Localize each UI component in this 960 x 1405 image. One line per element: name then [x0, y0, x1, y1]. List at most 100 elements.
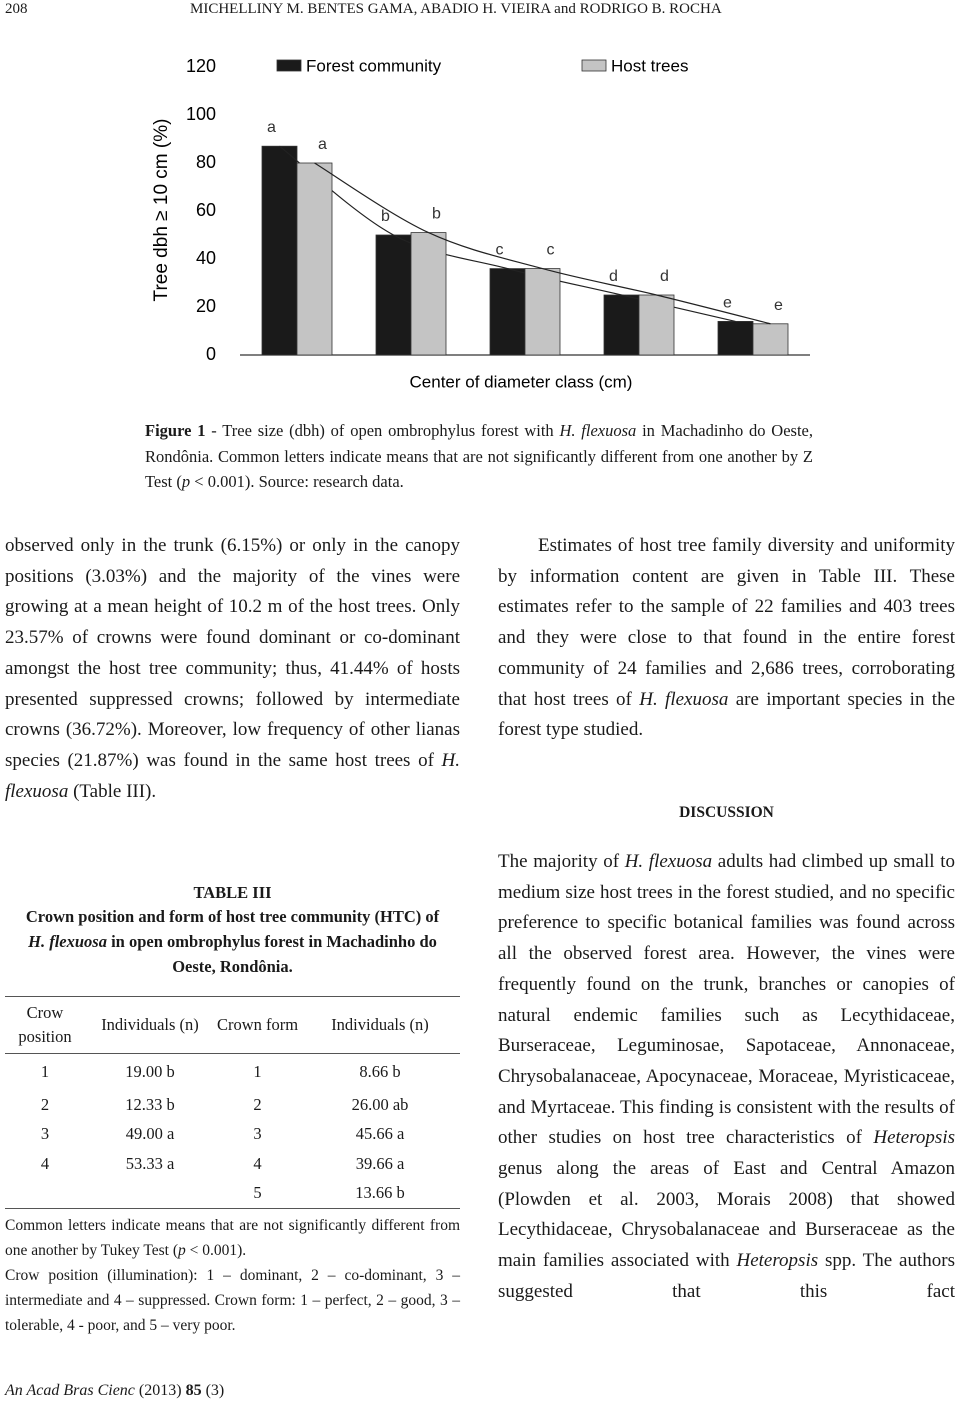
text-run: Estimates of host tree family diversity … — [498, 535, 955, 710]
trend-line — [314, 162, 771, 325]
table-row: 2 12.33 b 2 26.00 ab — [5, 1090, 460, 1120]
y-tick-label: 100 — [186, 104, 216, 124]
text-run: An Acad Bras Cienc — [5, 1382, 135, 1399]
legend-label: Forest community — [306, 56, 442, 75]
table-caption: Crown position and form of host tree com… — [5, 904, 460, 979]
significance-letter: d — [609, 268, 618, 285]
empty-cell — [5, 1179, 85, 1209]
figure-caption: Figure 1 - Tree size (dbh) of open ombro… — [145, 418, 813, 495]
significance-letter: a — [318, 136, 327, 153]
text-run: H. flexuosa — [5, 749, 460, 802]
text-run: H. flexuosa — [639, 688, 729, 710]
y-tick-label: 120 — [186, 56, 216, 76]
significance-letter: e — [774, 297, 783, 314]
significance-letter: c — [496, 242, 504, 259]
table-notes: Common letters indicate means that are n… — [5, 1213, 460, 1338]
body-paragraph: The majority of H. flexuosa adults had c… — [498, 847, 955, 1308]
significance-letter: c — [547, 242, 555, 259]
bar — [524, 268, 561, 356]
text-run: Common letters indicate means that are n… — [5, 1217, 460, 1259]
text-run: are important species in the forest type… — [498, 688, 956, 741]
text-run: observed only in the trunk (6.15%) or on… — [5, 535, 460, 771]
significance-letter: b — [432, 206, 441, 223]
table-cell: 4 — [40, 1153, 50, 1173]
running-head: MICHELLINY M. BENTES GAMA, ABADIO H. VIE… — [190, 1, 722, 17]
bar — [410, 232, 447, 356]
y-tick-label: 80 — [196, 152, 216, 172]
y-tick-label: 60 — [196, 200, 216, 220]
column-header: Crown form — [216, 1015, 299, 1034]
bar — [603, 294, 640, 356]
table-cell: 1 — [253, 1062, 262, 1081]
y-tick-label: 20 — [196, 296, 216, 316]
legend-swatch — [581, 59, 607, 72]
text-run: Crown position and form of host tree com… — [25, 907, 440, 926]
text-run: Heteropsis — [736, 1250, 819, 1272]
text-run: H. flexuosa — [28, 932, 107, 951]
table-body: 1 19.00 b 1 8.66 b 2 12.33 b 2 26.00 ab 3 49.00 a… — [5, 1054, 460, 1209]
body-paragraph: Estimates of host tree family diversity … — [498, 531, 955, 746]
y-axis-label: Tree dbh ≥ 10 cm (%) — [151, 119, 172, 302]
table-row: 5 13.66 b — [5, 1179, 460, 1209]
table-cell: 5 — [253, 1183, 262, 1203]
x-axis-label: Center of diameter class (cm) — [410, 372, 633, 391]
legend-label: Host trees — [611, 56, 688, 75]
table-cell: 39.66 a — [355, 1153, 405, 1173]
section-heading: DISCUSSION — [679, 804, 774, 821]
table-label: TABLE III — [193, 883, 272, 902]
body-paragraph: observed only in the trunk (6.15%) or on… — [5, 531, 460, 807]
table-cell: 3 — [253, 1124, 262, 1144]
table-cell: 45.66 a — [355, 1124, 405, 1144]
text-run: H. flexuosa — [624, 851, 713, 872]
table-row: 1 19.00 b 1 8.66 b — [5, 1054, 460, 1091]
table-cell: 2 — [253, 1094, 262, 1114]
text-run: < 0.001). — [185, 1242, 247, 1259]
text-run: spp. The authors suggested that this fac… — [498, 1250, 955, 1302]
table-cell: 13.66 b — [355, 1183, 405, 1203]
text-run: adults had climbed up small to medium si… — [498, 851, 955, 1149]
text-run: H. flexuosa — [559, 421, 637, 440]
table-header-row: Crow position Individuals (n) Crown form In… — [5, 997, 460, 1054]
table-row: 3 49.00 a 3 45.66 a — [5, 1120, 460, 1150]
bar — [296, 162, 333, 356]
text-run: p — [178, 1242, 186, 1259]
significance-letter: e — [723, 294, 732, 311]
text-run: in open ombrophylus forest in Machadinho… — [106, 932, 437, 976]
table-note: Crow position (illumination): 1 – domina… — [5, 1263, 460, 1338]
column-header: Individuals (n) — [331, 1015, 429, 1034]
table-cell: 53.33 a — [125, 1153, 175, 1173]
legend-swatch — [276, 59, 302, 72]
significance-letter: d — [660, 268, 669, 285]
y-tick-label: 0 — [206, 344, 216, 364]
text-run: in Machadinho do Oeste, Rondônia. Common… — [145, 421, 813, 491]
text-run: The majority of — [498, 851, 625, 872]
figure-chart: Tree dbh ≥ 10 cm (%) Center of diameter … — [151, 56, 810, 391]
text-run: (3) — [201, 1382, 225, 1399]
text-run: Heteropsis — [873, 1127, 955, 1149]
table-cell: 26.00 ab — [351, 1094, 409, 1114]
text-run: Crow position (illumination): 1 – domina… — [5, 1267, 460, 1334]
significance-letter: b — [381, 208, 390, 225]
table-row: 4 53.33 a 4 39.66 a — [5, 1149, 460, 1179]
table-cell: 12.33 b — [125, 1094, 175, 1114]
text-run: (Table III). — [68, 780, 157, 802]
table-cell: 4 — [253, 1153, 262, 1173]
bar — [752, 323, 789, 356]
table-note: Common letters indicate means that are n… — [5, 1213, 460, 1263]
bar — [638, 294, 675, 356]
text-run: 85 — [185, 1382, 202, 1399]
text-run: p — [181, 472, 191, 491]
text-run: - Tree size (dbh) of open ombrophylus fo… — [205, 421, 560, 440]
bar — [489, 268, 526, 356]
table-cell: 19.00 b — [125, 1062, 175, 1081]
text-run: genus along the areas of East and Centra… — [498, 1158, 955, 1272]
table-cell: 3 — [40, 1124, 50, 1144]
column-header: Crow position — [18, 1003, 72, 1046]
text-run: < 0.001). Source: research data. — [190, 472, 404, 491]
table-cell: 2 — [40, 1094, 50, 1114]
bar — [261, 145, 298, 356]
table-cell: 1 — [40, 1062, 50, 1081]
bar — [375, 234, 412, 356]
column-header: Individuals (n) — [101, 1015, 199, 1034]
